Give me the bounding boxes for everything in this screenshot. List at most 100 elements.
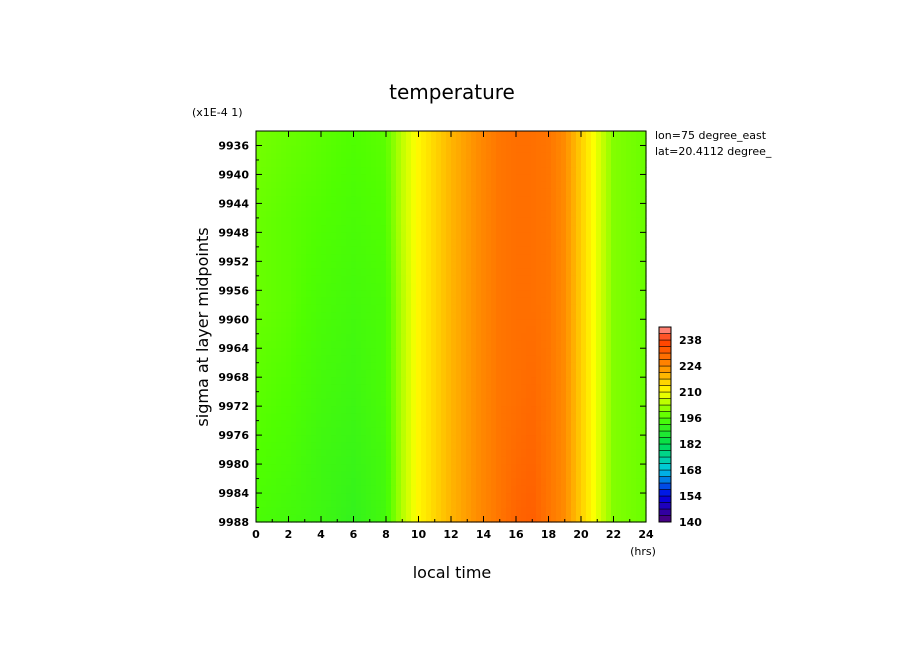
heatmap-cell — [486, 304, 492, 313]
heatmap-cell — [321, 319, 327, 328]
heatmap-cell — [361, 275, 367, 284]
heatmap-cell — [381, 283, 387, 291]
heatmap-cell — [346, 348, 352, 357]
heatmap-cell — [536, 159, 542, 168]
heatmap-cell — [341, 384, 347, 393]
heatmap-cell — [451, 355, 457, 364]
heatmap-cell — [421, 362, 427, 371]
heatmap-cell — [346, 456, 352, 465]
heatmap-cell — [281, 333, 287, 342]
heatmap-cell — [271, 449, 277, 458]
heatmap-cell — [271, 268, 277, 277]
heatmap-cell — [426, 152, 432, 161]
heatmap-cell — [381, 493, 387, 501]
heatmap-cell — [581, 398, 587, 407]
heatmap-cell — [346, 500, 352, 509]
heatmap-cell — [601, 391, 607, 400]
heatmap-cell — [506, 391, 512, 400]
heatmap-cell — [396, 449, 402, 458]
heatmap-cell — [381, 427, 387, 436]
heatmap-cell — [276, 188, 282, 197]
heatmap-cell — [621, 377, 627, 386]
heatmap-cell — [541, 304, 547, 313]
heatmap-cell — [636, 283, 642, 291]
heatmap-cell — [491, 449, 497, 458]
heatmap-cell — [546, 493, 552, 501]
heatmap-cell — [311, 225, 317, 233]
heatmap-cell — [406, 507, 412, 516]
heatmap-cell — [431, 239, 437, 248]
y-tick-label: 9968 — [218, 371, 249, 384]
heatmap-cell — [641, 413, 647, 422]
heatmap-cell — [476, 159, 482, 168]
heatmap-cell — [421, 145, 427, 154]
heatmap-cell — [616, 420, 622, 429]
heatmap-cell — [591, 232, 597, 241]
heatmap-cell — [516, 348, 522, 357]
heatmap-cell — [616, 188, 622, 197]
heatmap-cell — [411, 427, 417, 436]
heatmap-cell — [436, 340, 442, 349]
heatmap-cell — [641, 362, 647, 371]
heatmap-cell — [641, 217, 647, 226]
heatmap-cell — [396, 297, 402, 306]
heatmap-cell — [346, 239, 352, 248]
heatmap-cell — [266, 377, 272, 386]
heatmap-cell — [391, 275, 397, 284]
heatmap-cell — [301, 369, 307, 378]
heatmap-cell — [601, 348, 607, 357]
heatmap-cell — [416, 427, 422, 436]
heatmap-cell — [311, 210, 317, 219]
heatmap-cell — [561, 406, 567, 414]
heatmap-cell — [356, 304, 362, 313]
heatmap-cell — [496, 369, 502, 378]
heatmap-cell — [486, 493, 492, 501]
heatmap-cell — [416, 442, 422, 451]
heatmap-cell — [456, 304, 462, 313]
heatmap-cell — [406, 203, 412, 212]
heatmap-cell — [316, 196, 322, 205]
heatmap-cell — [416, 319, 422, 328]
heatmap-cell — [541, 355, 547, 364]
heatmap-cell — [441, 312, 447, 320]
heatmap-cell — [576, 268, 582, 277]
heatmap-cell — [616, 500, 622, 509]
heatmap-cell — [581, 246, 587, 255]
heatmap-cell — [371, 456, 377, 465]
heatmap-cell — [466, 326, 472, 335]
heatmap-cell — [376, 369, 382, 378]
heatmap-cell — [386, 355, 392, 364]
heatmap-cell — [451, 203, 457, 212]
heatmap-cell — [541, 514, 547, 523]
heatmap-cell — [381, 420, 387, 429]
heatmap-cell — [441, 427, 447, 436]
heatmap-cell — [446, 500, 452, 509]
heatmap-cell — [601, 500, 607, 509]
heatmap-cell — [601, 485, 607, 494]
heatmap-cell — [541, 333, 547, 342]
heatmap-cell — [356, 413, 362, 422]
heatmap-cell — [566, 152, 572, 161]
heatmap-cell — [281, 290, 287, 299]
heatmap-cell — [256, 340, 262, 349]
heatmap-cell — [396, 493, 402, 501]
heatmap-cell — [286, 145, 292, 154]
heatmap-cell — [326, 493, 332, 501]
heatmap-cell — [391, 420, 397, 429]
heatmap-cell — [511, 514, 517, 523]
heatmap-cell — [461, 304, 467, 313]
heatmap-cell — [356, 449, 362, 458]
heatmap-cell — [451, 478, 457, 487]
heatmap-cell — [571, 427, 577, 436]
heatmap-cell — [326, 239, 332, 248]
heatmap-cell — [276, 145, 282, 154]
heatmap-cell — [546, 304, 552, 313]
heatmap-cell — [281, 464, 287, 472]
heatmap-cell — [331, 413, 337, 422]
heatmap-cell — [481, 449, 487, 458]
heatmap-cell — [641, 174, 647, 183]
heatmap-cell — [271, 254, 277, 262]
heatmap-cell — [526, 500, 532, 509]
heatmap-cell — [566, 138, 572, 147]
heatmap-cell — [466, 210, 472, 219]
